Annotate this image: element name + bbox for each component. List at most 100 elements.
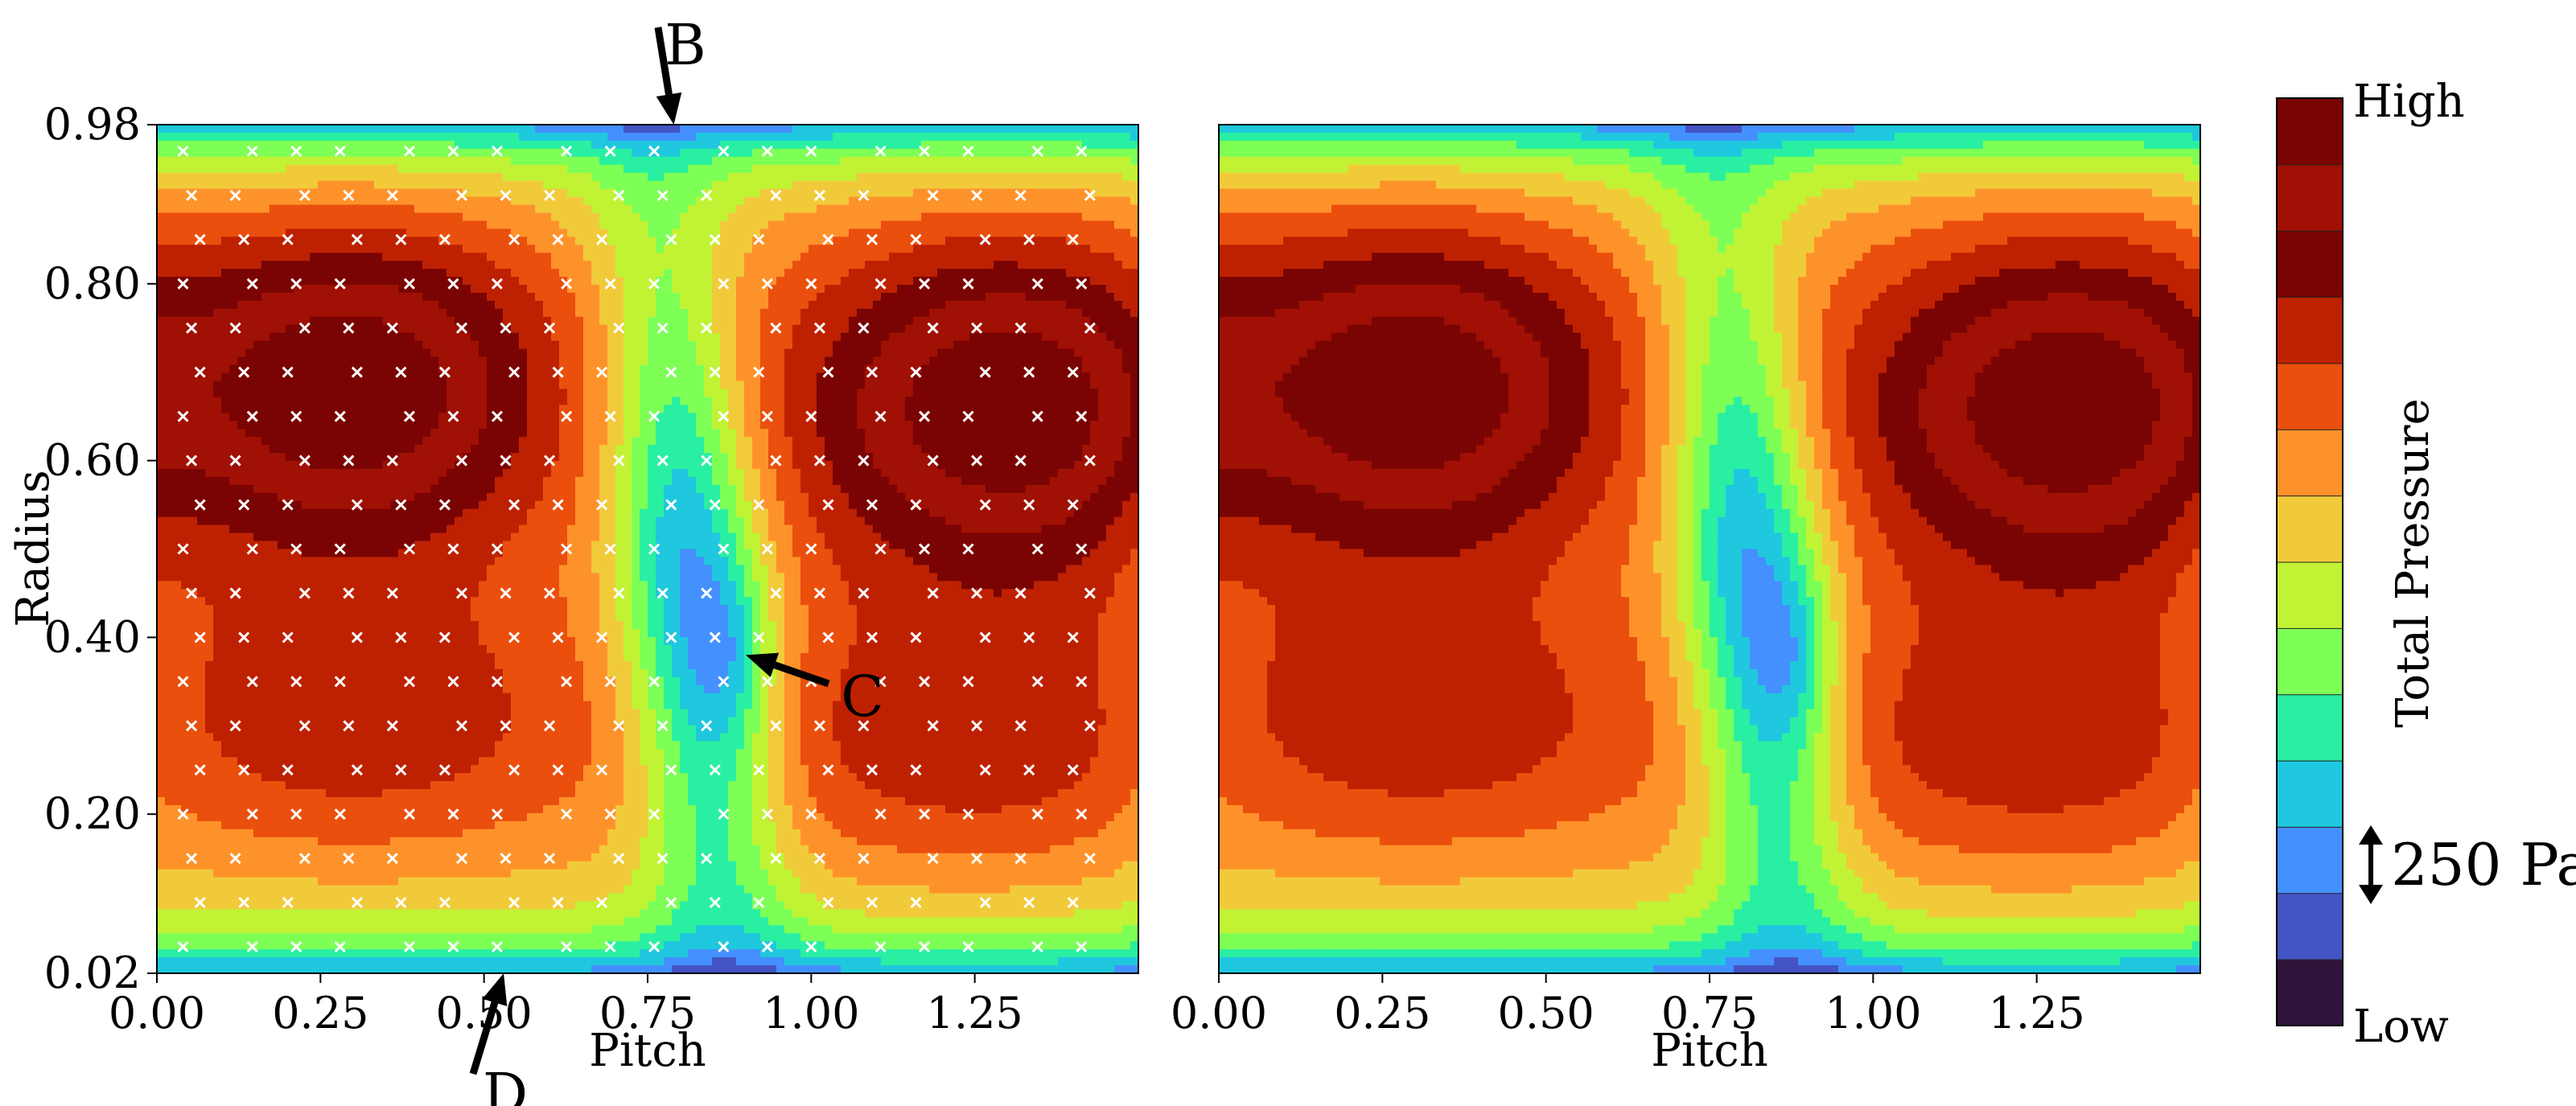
- contour-cell: [374, 372, 383, 382]
- contour-cell: [768, 245, 777, 253]
- contour-cell: [229, 196, 238, 206]
- contour-cell: [390, 204, 399, 214]
- contour-cell: [744, 389, 753, 397]
- contour-cell: [865, 348, 874, 358]
- contour-cell: [768, 228, 777, 237]
- contour-cell: [889, 356, 898, 366]
- contour-cell: [358, 405, 367, 413]
- contour-cell: [278, 196, 286, 206]
- contour-cell: [961, 413, 970, 421]
- contour-cell: [591, 429, 600, 438]
- contour-cell: [334, 132, 343, 142]
- contour-cell: [559, 332, 568, 342]
- contour-cell: [173, 308, 182, 318]
- contour-cell: [342, 421, 351, 430]
- contour-cell: [213, 172, 222, 182]
- contour-cell: [1066, 212, 1075, 222]
- contour-cell: [937, 364, 946, 374]
- contour-cell: [929, 380, 938, 390]
- contour-cell: [237, 356, 246, 366]
- contour-cell: [261, 324, 270, 334]
- contour-cell: [736, 285, 745, 294]
- contour-cell: [607, 356, 616, 366]
- contour-cell: [857, 380, 866, 390]
- contour-cell: [535, 285, 544, 294]
- contour-cell: [720, 204, 729, 214]
- contour-cell: [382, 300, 391, 310]
- contour-cell: [945, 164, 954, 174]
- contour-cell: [800, 332, 809, 342]
- contour-cell: [422, 332, 431, 342]
- contour-cell: [1098, 380, 1107, 390]
- contour-cell: [905, 316, 914, 326]
- contour-cell: [672, 196, 681, 206]
- contour-cell: [800, 156, 809, 166]
- contour-cell: [921, 372, 930, 382]
- contour-cell: [784, 277, 793, 286]
- contour-cell: [889, 316, 898, 326]
- contour-cell: [809, 253, 817, 261]
- contour-cell: [173, 164, 182, 174]
- contour-cell: [720, 372, 729, 382]
- contour-cell: [511, 132, 520, 142]
- contour-cell: [841, 429, 850, 438]
- contour-cell: [833, 405, 842, 413]
- contour-cell: [736, 236, 745, 245]
- contour-cell: [1026, 204, 1035, 214]
- contour-cell: [841, 228, 850, 237]
- contour-cell: [800, 261, 809, 269]
- contour-cell: [334, 364, 343, 374]
- contour-cell: [873, 364, 882, 374]
- contour-cell: [165, 405, 174, 413]
- contour-cell: [422, 212, 431, 222]
- contour-cell: [760, 212, 769, 222]
- contour-cell: [977, 228, 986, 237]
- contour-cell: [543, 364, 552, 374]
- contour-cell: [543, 389, 552, 397]
- contour-cell: [656, 316, 665, 326]
- contour-cell: [197, 188, 206, 198]
- contour-cell: [390, 164, 399, 174]
- contour-cell: [1130, 261, 1138, 269]
- contour-cell: [310, 172, 319, 182]
- contour-cell: [744, 356, 753, 366]
- contour-cell: [640, 180, 648, 190]
- contour-cell: [535, 212, 544, 222]
- contour-cell: [696, 261, 705, 269]
- contour-cell: [945, 140, 954, 150]
- contour-cell: [889, 196, 898, 206]
- contour-cell: [382, 164, 391, 174]
- contour-cell: [294, 156, 302, 166]
- contour-cell: [889, 348, 898, 358]
- contour-cell: [913, 164, 922, 174]
- contour-cell: [736, 277, 745, 286]
- contour-cell: [583, 132, 592, 142]
- contour-cell: [929, 285, 938, 294]
- contour-cell: [495, 253, 504, 261]
- contour-cell: [1098, 245, 1107, 253]
- contour-cell: [591, 437, 600, 446]
- contour-cell: [229, 285, 238, 294]
- contour-cell: [334, 445, 343, 454]
- contour-cell: [953, 236, 962, 245]
- contour-cell: [977, 413, 986, 421]
- contour-cell: [390, 413, 399, 421]
- contour-cell: [503, 300, 512, 310]
- contour-cell: [977, 429, 986, 438]
- contour-cell: [422, 196, 431, 206]
- contour-cell: [495, 437, 504, 446]
- contour-cell: [567, 421, 576, 430]
- contour-cell: [189, 316, 198, 326]
- contour-cell: [591, 364, 600, 374]
- contour-cell: [1050, 389, 1059, 397]
- contour-cell: [463, 372, 471, 382]
- contour-cell: [632, 348, 640, 358]
- contour-cell: [994, 437, 1002, 446]
- contour-cell: [1074, 389, 1083, 397]
- contour-cell: [672, 188, 681, 198]
- contour-cell: [1034, 316, 1043, 326]
- contour-cell: [165, 277, 174, 286]
- contour-cell: [398, 372, 407, 382]
- contour-cell: [245, 188, 254, 198]
- contour-cell: [1026, 445, 1035, 454]
